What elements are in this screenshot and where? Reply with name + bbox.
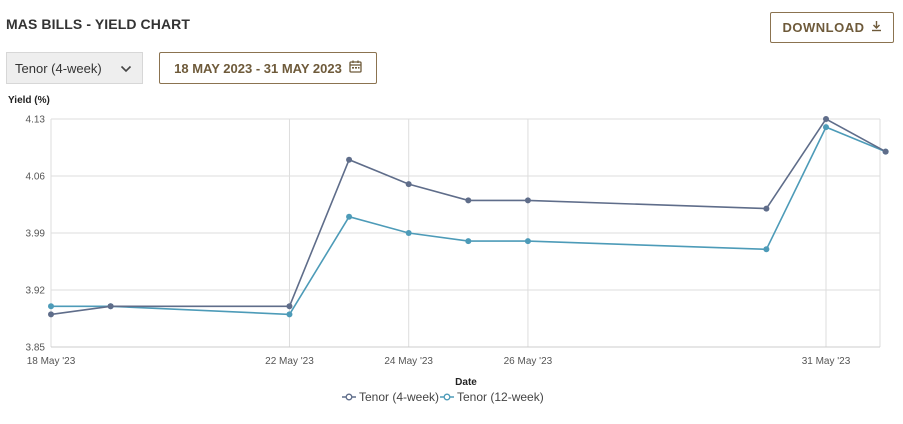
data-point-4week (823, 116, 829, 122)
legend-label: Tenor (4-week) (359, 390, 439, 404)
data-point-4week (882, 148, 889, 155)
download-button[interactable]: DOWNLOAD (770, 12, 894, 43)
data-point-4week (107, 303, 114, 310)
data-point-4week (763, 205, 770, 212)
x-tick-label: 24 May '23 (384, 356, 433, 367)
data-point-4week (48, 311, 54, 318)
legend-label: Tenor (12-week) (457, 390, 544, 404)
x-tick-label: 31 May '23 (802, 356, 851, 367)
page-title: MAS BILLS - YIELD CHART (6, 16, 191, 32)
y-tick-label: 3.92 (26, 286, 46, 297)
y-tick-label: 4.13 (26, 115, 46, 126)
chevron-down-icon (120, 61, 132, 76)
date-range-label: 18 MAY 2023 - 31 MAY 2023 (174, 60, 342, 76)
legend-marker (443, 393, 451, 401)
data-point-12week (524, 238, 531, 245)
data-point-12week (346, 213, 353, 220)
x-tick-label: 22 May '23 (265, 356, 314, 367)
data-point-12week (763, 246, 770, 253)
data-point-12week (823, 124, 829, 131)
y-tick-label: 3.85 (26, 343, 46, 354)
series-line-4week (50, 117, 886, 316)
data-point-12week (286, 311, 293, 318)
yield-chart: Yield (%) Date 4.13 4.06 3.99 3.92 3.85 18 Ma… (8, 95, 889, 404)
x-tick-label: 26 May '23 (504, 356, 553, 367)
data-point-4week (405, 181, 412, 188)
data-point-12week (405, 230, 412, 236)
series-line-12week (51, 126, 886, 316)
data-point-4week (286, 303, 293, 310)
x-tick-label: 18 May '23 (27, 356, 76, 367)
y-axis-title: Yield (%) (8, 95, 50, 106)
data-point-4week (465, 197, 472, 204)
date-range-picker[interactable]: 18 MAY 2023 - 31 MAY 2023 (159, 52, 377, 84)
x-axis-title: Date (455, 377, 477, 388)
data-point-4week (524, 197, 531, 204)
tenor-select-value: Tenor (4-week) (15, 60, 102, 76)
data-point-4week (346, 156, 353, 163)
download-icon (865, 20, 882, 35)
calendar-icon (342, 60, 362, 76)
download-button-label: DOWNLOAD (782, 20, 865, 35)
y-tick-label: 4.06 (26, 172, 46, 183)
data-point-12week (465, 238, 472, 245)
data-point-12week (48, 303, 54, 310)
y-tick-label: 3.99 (26, 229, 46, 240)
legend-marker (345, 393, 353, 401)
tenor-select[interactable]: Tenor (4-week) (6, 52, 143, 84)
